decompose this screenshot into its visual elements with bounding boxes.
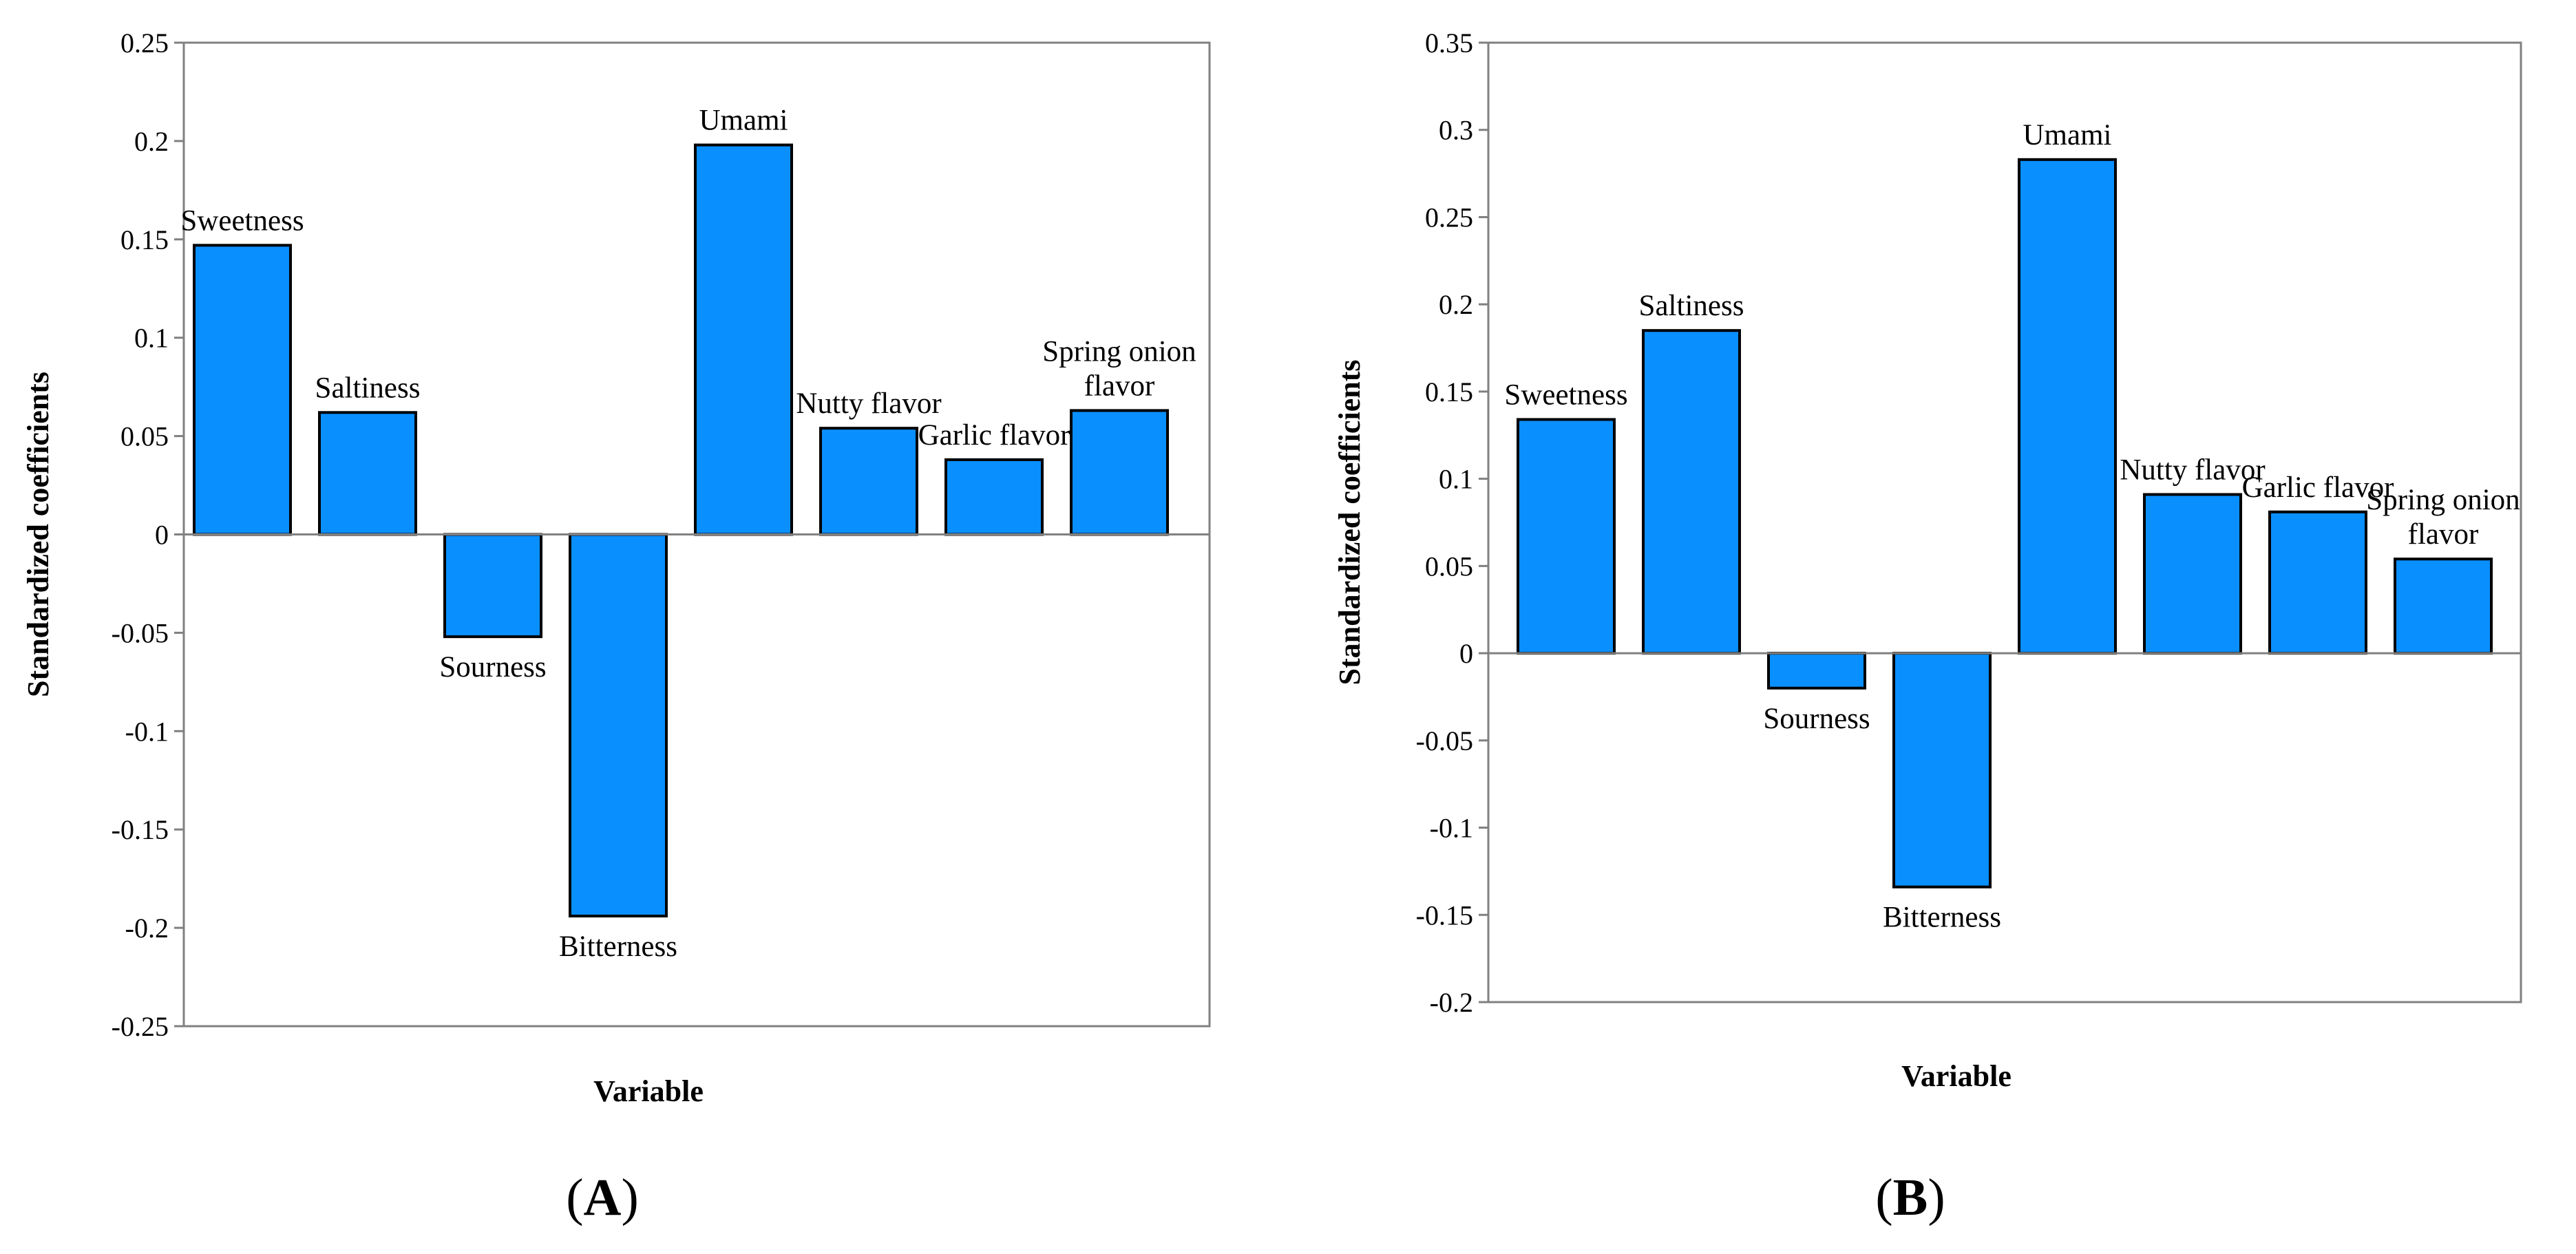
bar-sweetness (1517, 418, 1616, 655)
bar-label: Nutty flavor (2120, 454, 2265, 486)
y-tick-label: -0.05 (1416, 725, 1473, 756)
bar-label: Sweetness (180, 204, 304, 237)
bar-label: Bitterness (559, 931, 677, 963)
bar-label: flavor (2408, 518, 2479, 551)
bar-sourness (443, 533, 542, 639)
bar-label: Bitterness (1883, 902, 2001, 934)
y-tick-label: 0.3 (1439, 115, 1473, 146)
bar-label: Garlic flavor (918, 419, 1070, 451)
y-tick-label: -0.25 (112, 1011, 169, 1042)
bar-sweetness (193, 244, 292, 536)
bar-label: Sweetness (1504, 379, 1627, 411)
y-tick-label: 0 (1459, 638, 1473, 669)
y-tick-label: 0.35 (1425, 28, 1473, 59)
y-tick-label: 0 (155, 520, 169, 551)
bar-garlic-flavor (944, 458, 1044, 536)
bar-label: Sourness (439, 651, 546, 683)
plot-frame (1487, 41, 2522, 1003)
y-tick-label: -0.2 (125, 913, 169, 944)
bar-bitterness (1892, 652, 1992, 889)
bar-umami (694, 143, 793, 536)
x-axis-title: Variable (593, 1074, 704, 1108)
y-tick-label: 0.05 (120, 421, 169, 452)
y-axis-title: Standardized coefficients (21, 372, 55, 697)
y-tick-label: -0.1 (1430, 813, 1473, 844)
y-tick-label: 0.1 (1439, 464, 1473, 495)
y-tick-label: 0.25 (1425, 202, 1473, 233)
y-tick-label: 0.2 (1439, 289, 1473, 320)
y-tick-label: 0.25 (120, 28, 169, 59)
y-tick-label: -0.05 (112, 617, 169, 648)
y-tick-label: -0.2 (1430, 987, 1473, 1018)
y-tick-label: 0.1 (134, 323, 169, 354)
bar-umami (2018, 158, 2117, 655)
bar-label: Spring onion (2366, 484, 2520, 516)
bar-nutty-flavor (2143, 493, 2242, 655)
panel-letter: A (584, 1169, 622, 1226)
bar-sourness (1767, 652, 1866, 690)
chart-a: 0.25 0.2 0.15 0.1 0.05 0 -0.05 -0.1 -0.15 -0.2 -0.… (21, 28, 1211, 1226)
bar-label: Nutty flavor (796, 387, 941, 420)
y-tick-label: -0.15 (1416, 900, 1473, 931)
y-axis-title: Standardized coefficients (1333, 360, 1366, 686)
bar-label: flavor (1084, 370, 1155, 402)
bar-label: Saltiness (1639, 290, 1744, 322)
bar-label: Garlic flavor (2242, 471, 2394, 504)
y-tick-label: 0.15 (120, 224, 169, 255)
bar-bitterness (569, 533, 668, 917)
chart-b: 0.35 0.3 0.25 0.2 0.15 0.1 0.05 0 -0.05 -0.1 -0.15… (1333, 28, 2522, 1226)
bar-garlic-flavor (2268, 510, 2367, 655)
bar-saltiness (318, 411, 417, 536)
y-tick-label: 0.15 (1425, 376, 1473, 407)
bar-nutty-flavor (819, 427, 918, 536)
bar-label: Saltiness (315, 372, 421, 404)
bar-saltiness (1642, 329, 1741, 655)
y-tick-label: -0.15 (112, 814, 169, 845)
panel-letter: B (1893, 1169, 1928, 1226)
y-tick-label: -0.1 (125, 716, 169, 747)
y-tick-label: 0.05 (1425, 551, 1473, 582)
bar-label: Spring onion (1042, 335, 1196, 368)
bar-label: Umami (699, 105, 788, 137)
bar-spring-onion-flavor (1070, 409, 1169, 536)
panel-label: (A) (566, 1169, 639, 1226)
panel-label: (B) (1875, 1169, 1945, 1226)
bar-label: Sourness (1763, 703, 1870, 735)
bar-spring-onion-flavor (2394, 557, 2493, 655)
x-axis-title: Variable (1901, 1059, 2012, 1093)
bar-label: Umami (2023, 119, 2112, 151)
y-tick-label: 0.2 (134, 126, 169, 157)
